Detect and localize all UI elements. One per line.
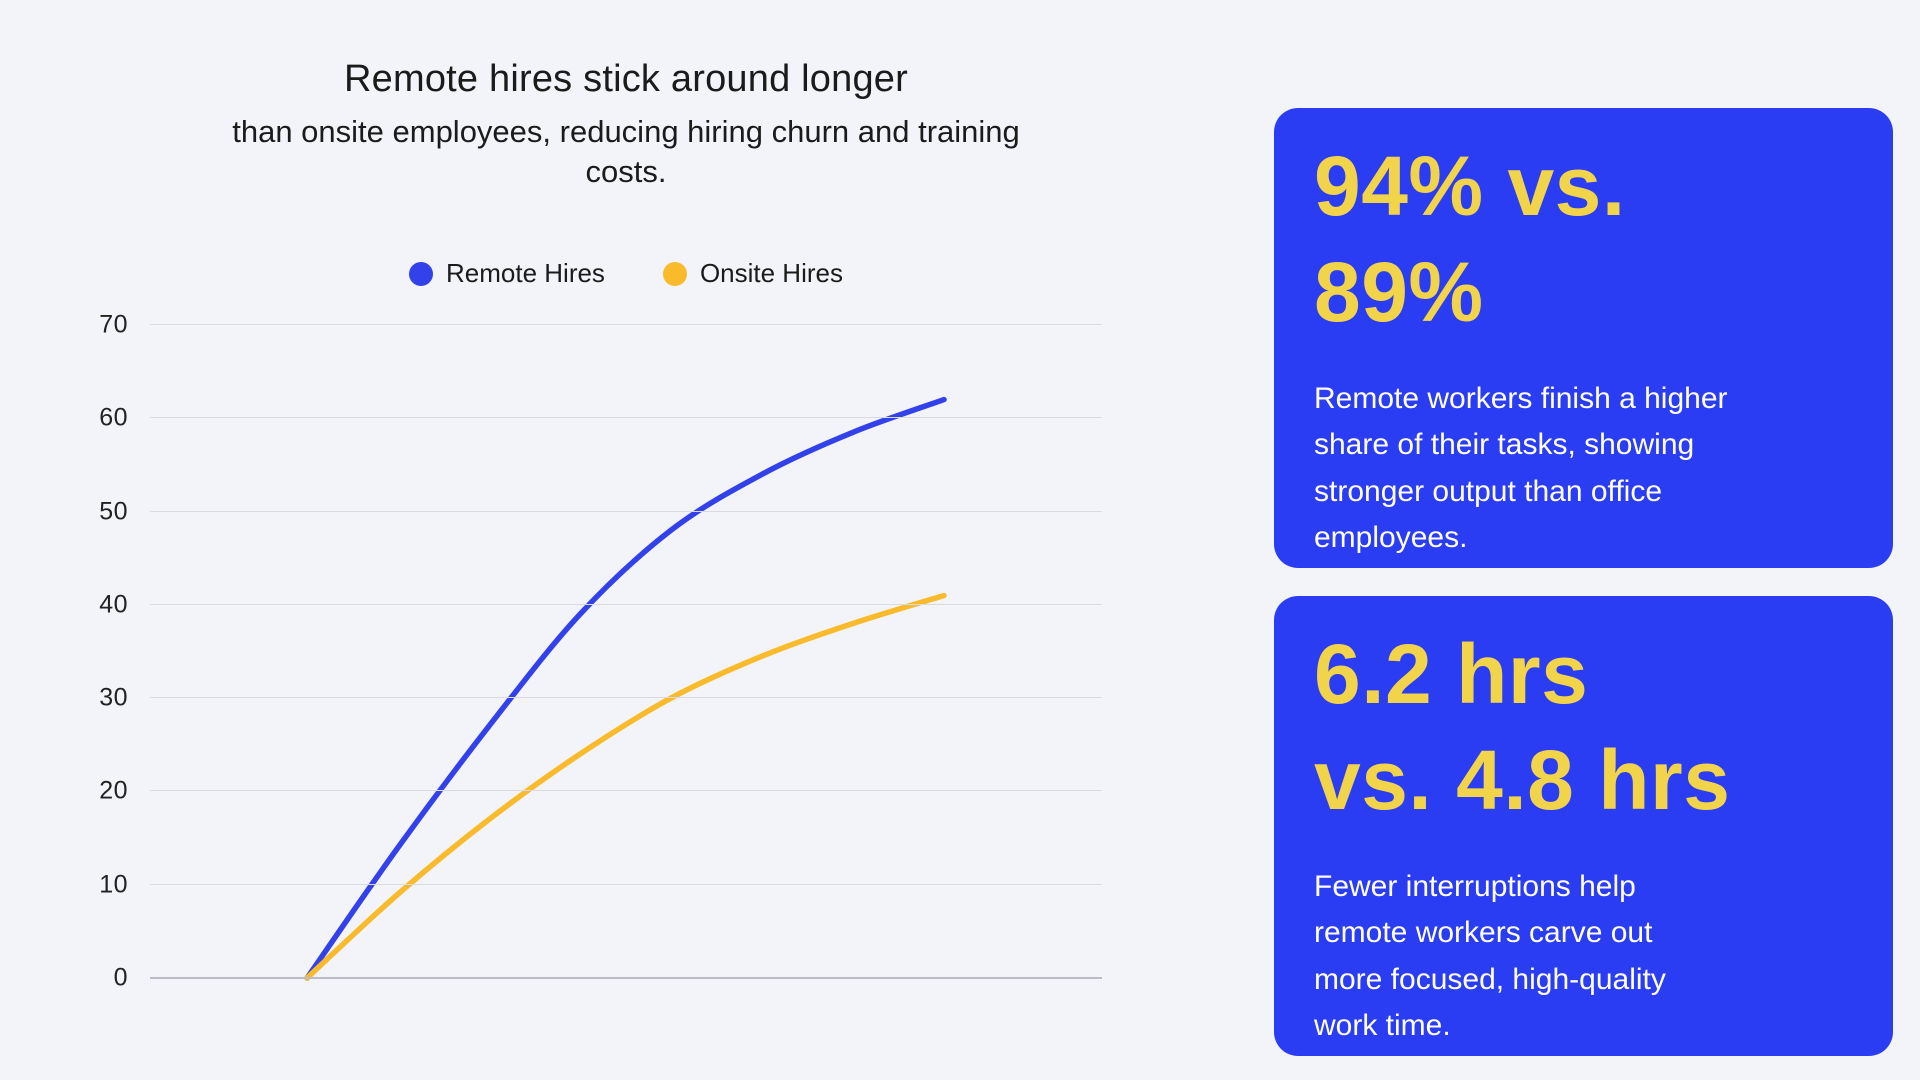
y-tick-label-10: 10 (99, 870, 128, 899)
chart-subtitle: than onsite employees, reducing hiring c… (232, 114, 1020, 189)
legend-dot-onsite-icon (662, 261, 687, 286)
chart-title: Remote hires stick around longer (343, 58, 908, 100)
chart-panel: Remote hires stick around longer than on… (0, 58, 1252, 992)
line-chart-plot-area (150, 324, 1102, 981)
y-tick-label-60: 60 (99, 403, 128, 432)
y-tick-label-70: 70 (99, 310, 128, 339)
gridline-y-10 (150, 883, 1102, 885)
gridline-y-20 (150, 790, 1102, 792)
y-axis-labels: 0 10 20 30 40 50 60 70 (0, 311, 128, 992)
stat-card-headline: 94% vs. 89% (1314, 139, 1626, 339)
y-tick-label-20: 20 (99, 776, 128, 805)
stat-card-task-completion: 94% vs. 89% Remote workers finish a high… (1274, 108, 1893, 568)
legend-item-onsite-hires: Onsite Hires (662, 258, 843, 289)
legend-label-remote: Remote Hires (446, 258, 605, 288)
gridline-y-30 (150, 697, 1102, 699)
stat-card-focus-hours: 6.2 hrs vs. 4.8 hrs Fewer interruptions … (1274, 596, 1893, 1056)
stat-card-description: Remote workers finish a higher share of … (1314, 381, 1728, 555)
gridline-y-70 (150, 324, 1102, 325)
y-tick-label-40: 40 (99, 590, 128, 619)
legend-item-remote-hires: Remote Hires (409, 258, 605, 289)
chart-legend: Remote Hires Onsite Hires (0, 258, 1252, 289)
line-series-svg (304, 396, 947, 981)
series-line-onsite-hires (304, 592, 947, 981)
stat-card-headline: 6.2 hrs vs. 4.8 hrs (1314, 627, 1731, 827)
stat-card-description: Fewer interruptions help remote workers … (1314, 869, 1666, 1043)
y-tick-label-50: 50 (99, 497, 128, 526)
gridline-y-0 (150, 977, 1102, 979)
gridline-y-60 (150, 417, 1102, 419)
gridline-y-50 (150, 510, 1102, 512)
y-tick-label-0: 0 (113, 963, 128, 992)
series-line-remote-hires (304, 396, 947, 981)
y-tick-label-30: 30 (99, 683, 128, 712)
gridline-y-40 (150, 603, 1102, 605)
legend-dot-remote-icon (409, 261, 433, 286)
legend-label-onsite: Onsite Hires (699, 258, 843, 288)
